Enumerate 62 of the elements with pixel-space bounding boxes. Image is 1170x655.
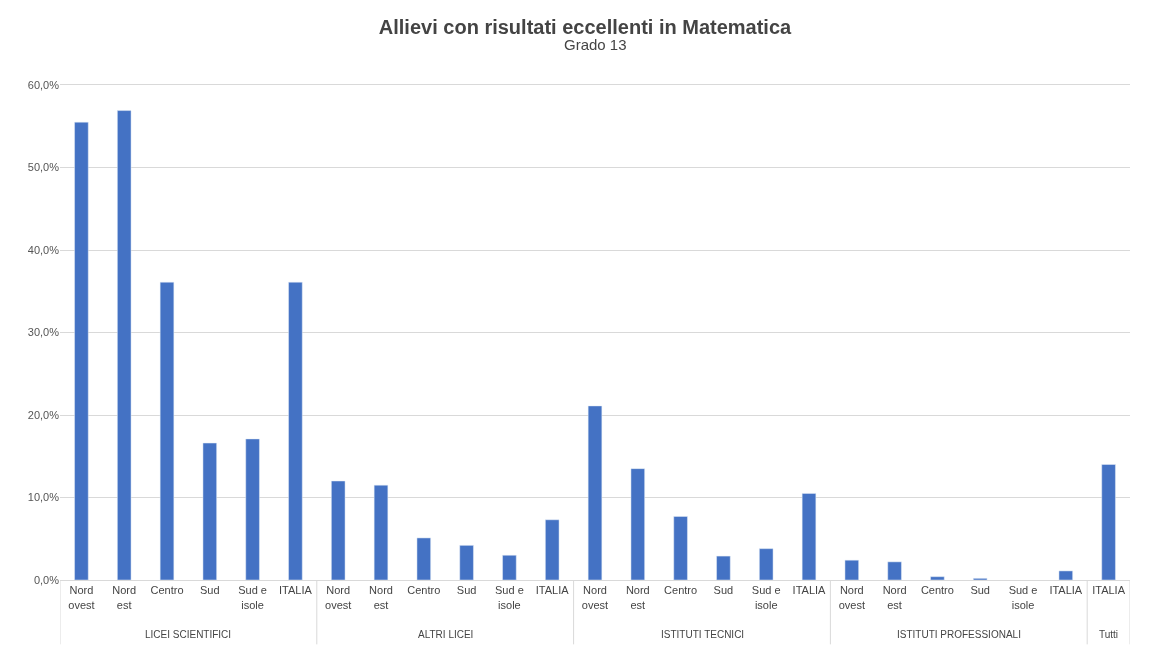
bar (416, 537, 431, 580)
bar (801, 493, 817, 580)
bar (373, 484, 389, 580)
bar (288, 281, 303, 580)
bar (673, 516, 688, 580)
x-tick-label: Nord ovest (68, 584, 95, 611)
y-tick-label: 10,0% (27, 491, 60, 504)
x-tick-label: Nord est (882, 584, 907, 611)
text: LICEI SCIENTIFICI (145, 629, 232, 640)
text: Tutti (1099, 629, 1119, 640)
x-tick-label: ITALIA (278, 584, 313, 597)
x-tick-label: ITALIA (1092, 584, 1126, 597)
bar (887, 561, 902, 580)
x-tick-label: ITALIA (792, 584, 827, 597)
x-tick-label: Centro (664, 584, 698, 597)
bar (759, 548, 774, 580)
text: ISTITUTI PROFESSIONALI (897, 629, 1021, 640)
y-tick-label: 20,0% (27, 408, 60, 421)
bar (1101, 464, 1116, 580)
bar (331, 480, 346, 580)
bar (587, 405, 603, 580)
x-tick-label: Sud (200, 584, 220, 597)
bar (545, 519, 560, 580)
y-tick-label: 60,0% (27, 78, 60, 91)
x-tick-label: Sud e isole (238, 584, 267, 611)
x-tick-label: Centro (407, 584, 441, 597)
x-tick-label: Nord est (369, 584, 393, 611)
x-tick-label: Nord ovest (325, 584, 352, 611)
y-tick-label: 0,0% (33, 573, 60, 586)
x-tick-label: Nord ovest (838, 584, 865, 611)
y-tick-label: 40,0% (27, 243, 60, 256)
bar (459, 545, 474, 580)
y-tick-label: 30,0% (27, 326, 60, 339)
chart-title: Allievi con risultati eccellenti in Matematica (378, 15, 793, 38)
bar (930, 576, 945, 580)
x-tick-label: Sud (456, 584, 477, 597)
bar (159, 281, 175, 580)
bar (1058, 570, 1073, 580)
x-tick-label: Centro (920, 584, 954, 597)
bar (502, 555, 517, 580)
x-tick-label: Nord est (625, 584, 650, 611)
x-tick-label: ITALIA (1049, 584, 1083, 597)
chart-subtitle: Grado 13 (564, 36, 627, 53)
text: ISTITUTI TECNICI (661, 629, 745, 640)
bar (74, 121, 89, 580)
bar (630, 468, 645, 580)
x-tick-label: Sud e isole (495, 584, 524, 611)
x-tick-label: ITALIA (535, 584, 570, 597)
x-tick-label: Nord ovest (581, 584, 609, 611)
text: ALTRI LICEI (418, 629, 474, 640)
x-tick-label: Centro (150, 584, 184, 597)
y-tick-label: 50,0% (27, 161, 60, 174)
bar (844, 559, 859, 580)
bar (716, 555, 731, 580)
bar (245, 438, 260, 580)
x-tick-label: Sud (970, 584, 990, 597)
bar (117, 110, 132, 580)
bar (202, 442, 217, 580)
x-tick-label: Nord est (112, 584, 137, 611)
x-tick-label: Sud (713, 584, 734, 597)
x-tick-label: Sud e isole (1008, 584, 1038, 611)
x-tick-label: Sud e isole (751, 584, 781, 611)
